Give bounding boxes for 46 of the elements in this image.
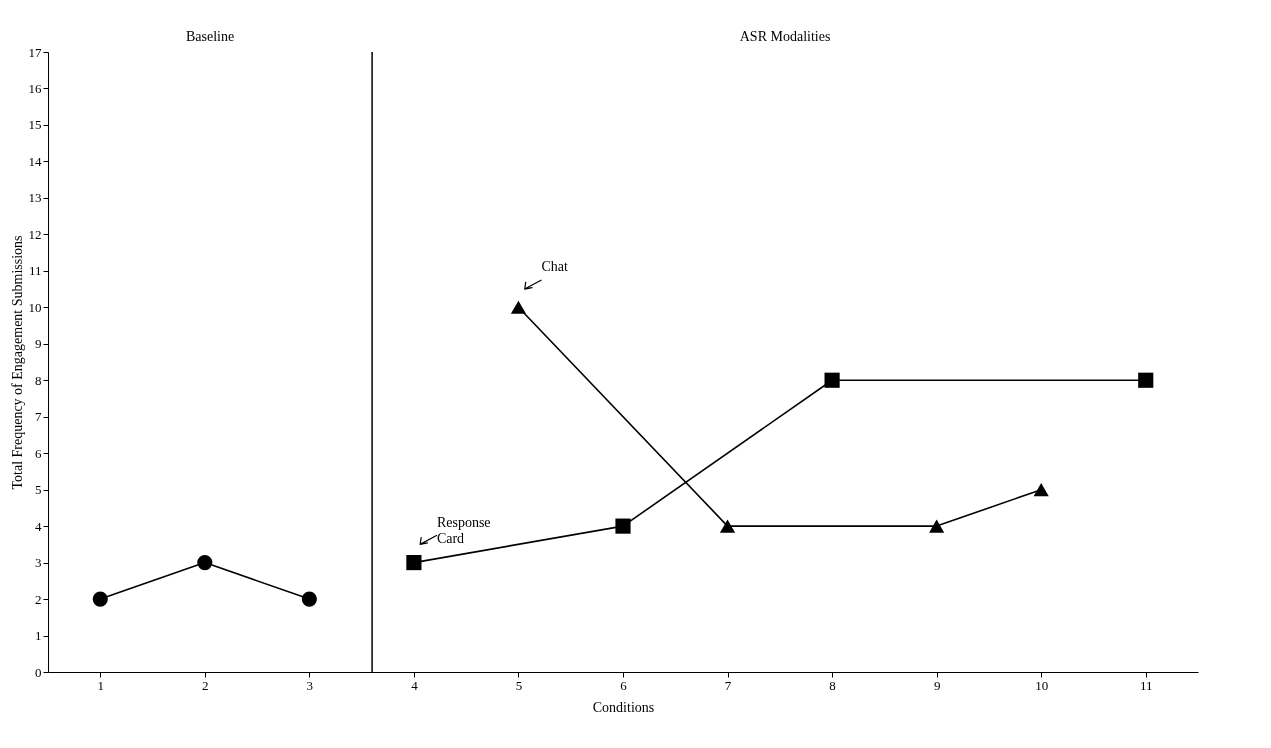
y-tick-label: 4 [35, 518, 42, 534]
point [824, 372, 840, 388]
x-tick-label: 2 [202, 677, 209, 693]
y-tick-label: 5 [35, 482, 42, 498]
y-tick-label: 7 [35, 409, 42, 425]
x-tick-label: 9 [933, 677, 941, 693]
y-tick-label: 10 [28, 299, 42, 315]
x-tick-label: 7 [724, 677, 732, 693]
text: ASR Modalities [739, 29, 831, 44]
y-tick-label: 9 [35, 336, 42, 352]
y-tick-label: 8 [35, 372, 42, 388]
y-axis-title: Total Frequency of Engagement Submissions [9, 235, 25, 490]
x-tick-label: 8 [829, 677, 836, 693]
y-tick-label: 3 [35, 555, 42, 571]
point [197, 555, 213, 571]
point [1033, 483, 1049, 497]
y-tick-label: 11 [28, 263, 42, 279]
text: Baseline [185, 29, 235, 44]
point [301, 591, 317, 607]
y-tick-label: 13 [28, 190, 42, 206]
point [929, 519, 945, 533]
x-tick-label: 10 [1035, 677, 1049, 693]
y-tick-label: 15 [28, 117, 42, 133]
y-tick-label: 12 [28, 226, 42, 242]
point [719, 519, 736, 533]
point [406, 555, 422, 571]
point [92, 591, 108, 607]
point [510, 300, 527, 314]
y-tick-label: 16 [28, 80, 42, 96]
text: Chat [541, 259, 569, 275]
x-tick-label: 6 [620, 677, 628, 693]
x-tick-label: 11 [1139, 677, 1153, 693]
point [615, 518, 631, 534]
y-tick-label: 14 [28, 153, 42, 169]
x-tick-label: 3 [306, 677, 314, 693]
x-tick-label: 5 [515, 677, 523, 693]
x-tick-label: 1 [97, 677, 105, 693]
point [1138, 372, 1154, 388]
legend-label: Response Card [436, 514, 491, 546]
y-tick-label: 0 [35, 664, 42, 680]
y-tick-label: 6 [35, 445, 42, 461]
y-tick-label: 2 [35, 591, 42, 607]
y-tick-label: 17 [28, 44, 42, 60]
x-tick-label: 4 [411, 677, 419, 693]
x-axis-title: Conditions [592, 699, 655, 715]
y-tick-label: 1 [35, 628, 42, 644]
